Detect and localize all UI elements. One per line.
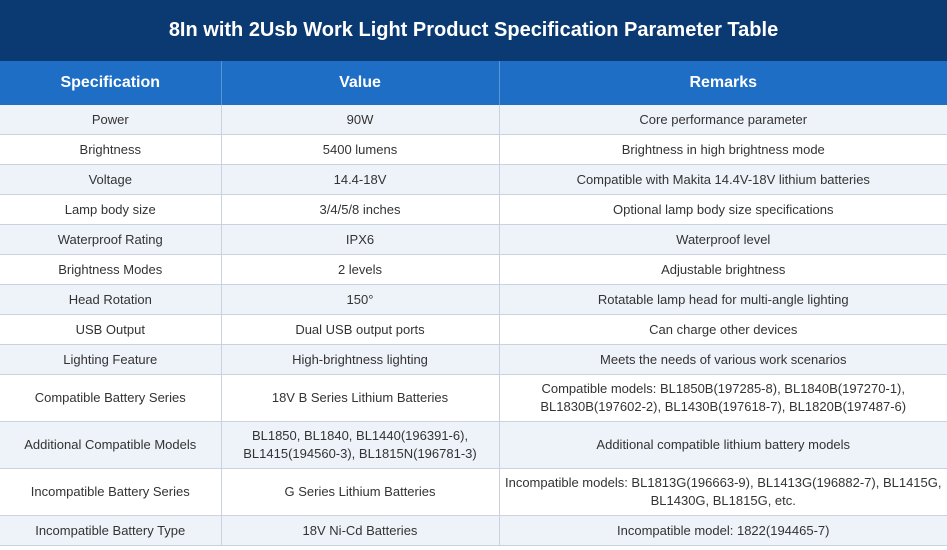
cell-value: Dual USB output ports (221, 314, 500, 345)
page-title: 8In with 2Usb Work Light Product Specifi… (0, 0, 947, 61)
table-row: Additional Compatible Models BL1850, BL1… (0, 421, 947, 469)
cell-value: 5400 lumens (221, 134, 500, 165)
cell-remarks: Compatible models: BL1850B(197285-8), BL… (499, 374, 947, 422)
cell-value: 3/4/5/8 inches (221, 194, 500, 225)
cell-value: 150° (221, 284, 500, 315)
cell-value: 18V Ni-Cd Batteries (221, 515, 500, 546)
cell-spec: Additional Compatible Models (0, 421, 222, 469)
cell-value: High-brightness lighting (221, 344, 500, 375)
table-row: Lamp body size 3/4/5/8 inches Optional l… (0, 194, 947, 225)
spec-table: Specification Value Remarks Power 90W Co… (0, 61, 947, 546)
cell-spec: Lighting Feature (0, 344, 222, 375)
table-row: Voltage 14.4-18V Compatible with Makita … (0, 164, 947, 195)
cell-spec: Brightness (0, 134, 222, 165)
cell-remarks: Meets the needs of various work scenario… (499, 344, 947, 375)
cell-remarks: Adjustable brightness (499, 254, 947, 285)
cell-remarks: Incompatible models: BL1813G(196663-9), … (499, 468, 947, 516)
cell-spec: USB Output (0, 314, 222, 345)
table-row: Incompatible Battery Type 18V Ni-Cd Batt… (0, 515, 947, 546)
cell-spec: Voltage (0, 164, 222, 195)
table-row: Compatible Battery Series 18V B Series L… (0, 374, 947, 422)
cell-value: 18V B Series Lithium Batteries (221, 374, 500, 422)
table-header-row: Specification Value Remarks (0, 61, 947, 105)
header-value: Value (221, 61, 500, 105)
cell-value: BL1850, BL1840, BL1440(196391-6), BL1415… (221, 421, 500, 469)
cell-value: 90W (221, 105, 500, 135)
header-remarks: Remarks (499, 61, 947, 105)
cell-remarks: Waterproof level (499, 224, 947, 255)
cell-remarks: Optional lamp body size specifications (499, 194, 947, 225)
cell-spec: Brightness Modes (0, 254, 222, 285)
table-row: Waterproof Rating IPX6 Waterproof level (0, 224, 947, 255)
cell-remarks: Core performance parameter (499, 105, 947, 135)
header-specification: Specification (0, 61, 222, 105)
cell-spec: Compatible Battery Series (0, 374, 222, 422)
cell-spec: Power (0, 105, 222, 135)
table-row: Power 90W Core performance parameter (0, 105, 947, 135)
table-row: USB Output Dual USB output ports Can cha… (0, 314, 947, 345)
cell-value: G Series Lithium Batteries (221, 468, 500, 516)
cell-value: IPX6 (221, 224, 500, 255)
cell-remarks: Rotatable lamp head for multi-angle ligh… (499, 284, 947, 315)
table-row: Brightness Modes 2 levels Adjustable bri… (0, 254, 947, 285)
cell-spec: Incompatible Battery Type (0, 515, 222, 546)
table-row: Head Rotation 150° Rotatable lamp head f… (0, 284, 947, 315)
cell-value: 14.4-18V (221, 164, 500, 195)
table-row: Incompatible Battery Series G Series Lit… (0, 468, 947, 516)
cell-remarks: Can charge other devices (499, 314, 947, 345)
cell-spec: Waterproof Rating (0, 224, 222, 255)
cell-spec: Head Rotation (0, 284, 222, 315)
table-row: Lighting Feature High-brightness lightin… (0, 344, 947, 375)
cell-value: 2 levels (221, 254, 500, 285)
cell-spec: Lamp body size (0, 194, 222, 225)
cell-remarks: Brightness in high brightness mode (499, 134, 947, 165)
cell-remarks: Additional compatible lithium battery mo… (499, 421, 947, 469)
cell-spec: Incompatible Battery Series (0, 468, 222, 516)
cell-remarks: Compatible with Makita 14.4V-18V lithium… (499, 164, 947, 195)
cell-remarks: Incompatible model: 1822(194465-7) (499, 515, 947, 546)
table-row: Brightness 5400 lumens Brightness in hig… (0, 134, 947, 165)
